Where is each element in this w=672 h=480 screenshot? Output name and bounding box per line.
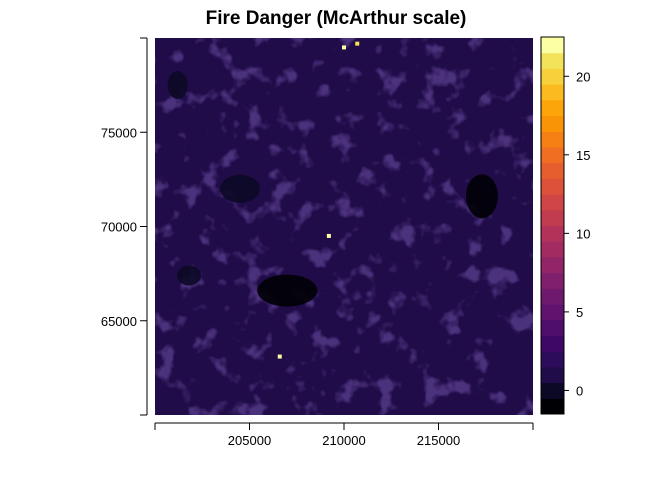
x-tick-label: 210000 [322,433,365,448]
colorbar-bin [541,319,564,336]
colorbar-bin [541,52,564,69]
colorbar-bin [541,99,564,117]
raster-patch [177,265,202,286]
colorbar-bin [541,225,564,242]
colorbar-bin [541,304,564,321]
colorbar-tick-label: 0 [576,383,583,398]
y-tick-label: 75000 [101,125,137,140]
colorbar-bin [541,115,564,132]
colorbar-bin [541,288,564,305]
raster-patch [465,174,498,219]
raster-field [155,38,533,415]
colorbar-frame [540,36,565,415]
raster-patch [220,174,261,203]
colorbar-bin [541,241,564,258]
colorbar-bin [541,194,564,211]
x-tick-label: 215000 [417,433,460,448]
colorbar-tick-label: 10 [576,226,590,241]
raster-patch [167,71,188,100]
raster-texture [155,38,533,415]
colorbar-tick-label: 5 [576,305,583,320]
colorbar-bin [541,398,564,415]
hotspot-cell [326,233,331,238]
colorbar-bin [541,256,564,274]
colorbar-tick-label: 20 [576,69,590,84]
colorbar-bin [541,84,564,101]
colorbar-bin [541,335,564,352]
hotspot-cell [277,354,282,359]
colorbar-bin [541,146,564,164]
colorbar-bin [541,68,564,85]
hotspots [277,41,360,359]
colorbar-tick-label: 15 [576,148,590,163]
colorbar-bin [541,351,564,368]
colorbar-legend: 0 5 10 15 20 [540,36,590,415]
raster-patch [257,274,318,307]
colorbar-bin [541,366,564,384]
colorbar-bin [541,37,564,54]
colorbar-bin [541,131,564,148]
colorbar-bin [541,209,564,226]
x-axis: 205000 210000 215000 [154,422,534,448]
colorbar-bin [541,162,564,179]
y-tick-label: 70000 [101,220,137,235]
colorbar-bin [541,272,564,289]
colorbar-bin [541,382,564,399]
y-tick-label: 65000 [101,314,137,329]
x-tick-label: 205000 [228,433,271,448]
low-value-patches [167,71,498,307]
chart-title: Fire Danger (McArthur scale) [206,8,467,29]
hotspot-cell [342,45,346,50]
colorbar-bin [541,178,564,195]
y-axis: 65000 70000 75000 [101,37,148,416]
hotspot-cell [355,41,360,46]
